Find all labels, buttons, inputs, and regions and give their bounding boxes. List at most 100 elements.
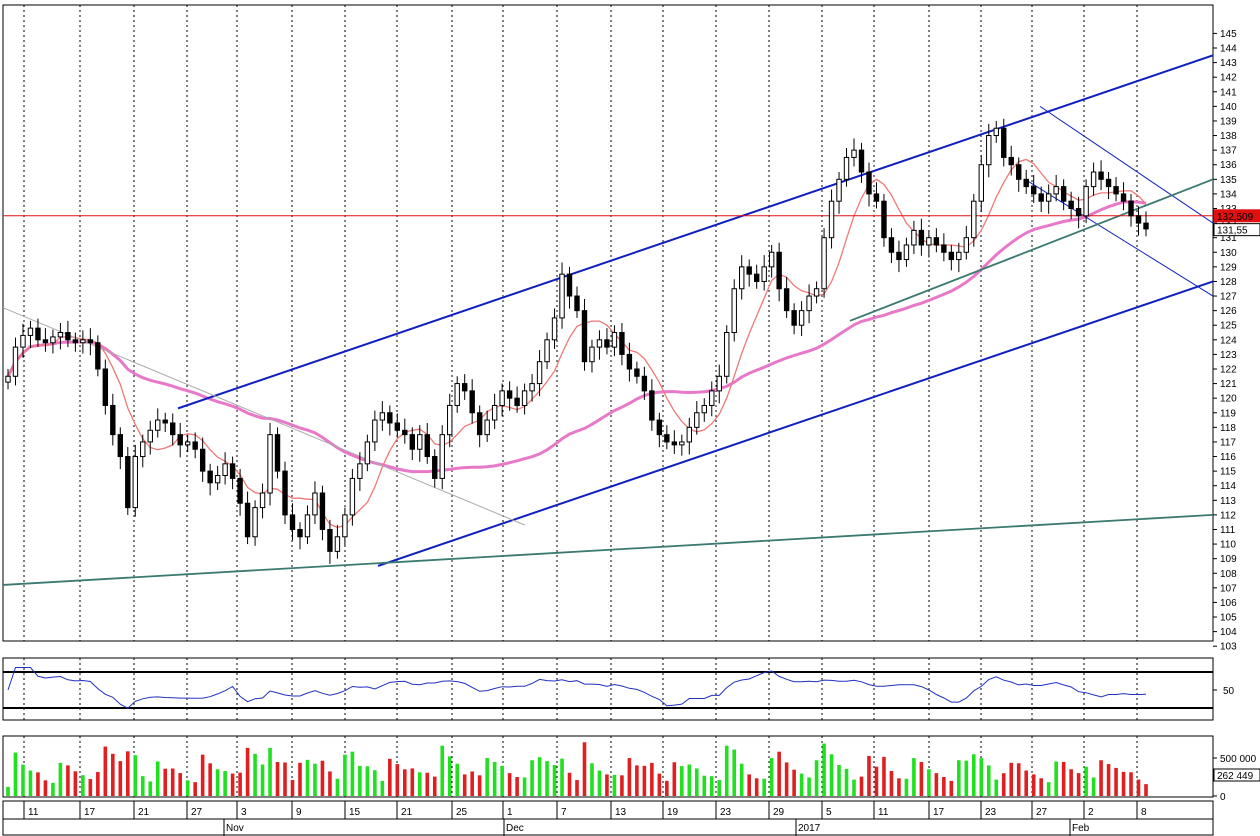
volume-bar — [462, 774, 467, 796]
candle-body — [349, 477, 356, 516]
candlestick — [95, 335, 101, 377]
candlestick — [514, 386, 520, 413]
candle-body — [1083, 186, 1089, 217]
volume-bar — [148, 781, 153, 796]
volume-bar — [904, 778, 909, 796]
candle-body — [888, 237, 895, 253]
candle-body — [170, 422, 176, 436]
volume-bar — [942, 777, 946, 796]
candlestick — [454, 376, 460, 413]
candlestick — [783, 277, 790, 318]
candlestick — [1023, 169, 1029, 194]
candle-body — [933, 237, 940, 246]
candle-body — [581, 310, 588, 363]
candlestick — [843, 147, 850, 187]
volume-bar — [822, 743, 826, 796]
candlestick — [941, 233, 947, 262]
candle-body — [926, 237, 932, 246]
candlestick — [731, 279, 737, 342]
upper-channel-line — [177, 54, 1214, 410]
candlestick — [963, 226, 970, 260]
candle-body — [469, 390, 475, 414]
volume-bar — [717, 780, 722, 796]
volume-bar — [739, 763, 744, 796]
volume-bar — [388, 758, 392, 796]
volume-tick-label: 500 000 — [1220, 754, 1257, 765]
candle-body — [761, 266, 767, 282]
candlestick — [1113, 177, 1119, 202]
candle-body — [110, 404, 116, 436]
volume-bar — [358, 765, 362, 796]
candle-body — [222, 463, 228, 476]
candle-body — [199, 448, 206, 472]
candle-body — [402, 429, 408, 436]
volume-bar — [492, 761, 497, 796]
volume-bar — [762, 778, 766, 796]
y-tick-label: 136 — [1220, 160, 1237, 171]
candlestick — [671, 430, 678, 454]
y-tick-label: 129 — [1220, 262, 1237, 273]
x-tick-label: 1 — [507, 807, 513, 818]
volume-bar — [972, 754, 976, 796]
volume-bar — [1069, 769, 1073, 796]
candlestick — [574, 286, 580, 318]
candle-body — [978, 164, 984, 202]
volume-bar — [13, 752, 18, 796]
candlestick — [626, 342, 633, 382]
volume-bar — [200, 754, 205, 796]
candlestick — [1075, 196, 1082, 229]
candle-body — [297, 528, 303, 538]
volume-bar — [223, 771, 227, 796]
candlestick — [664, 425, 670, 450]
candlestick — [342, 507, 348, 546]
volume-bar — [403, 769, 407, 796]
volume-bar — [305, 759, 310, 796]
candle-body — [873, 193, 880, 202]
volume-bar — [51, 782, 55, 796]
volume-bar — [724, 745, 729, 796]
volume-bar — [612, 774, 617, 796]
candlestick — [132, 444, 138, 517]
y-tick-label: 113 — [1220, 496, 1236, 507]
candle-body — [394, 422, 401, 431]
candlestick — [544, 332, 550, 369]
candle-body — [514, 397, 520, 406]
candle-body — [50, 336, 56, 344]
volume-bar — [215, 769, 220, 796]
candle-body — [304, 514, 311, 538]
volume-bar — [635, 765, 639, 796]
candlestick — [125, 447, 131, 515]
candle-body — [1075, 208, 1082, 217]
candlestick — [499, 383, 505, 417]
y-tick-label: 118 — [1220, 423, 1236, 434]
candlestick — [948, 244, 955, 271]
candlestick — [1128, 193, 1134, 227]
volume-bar — [275, 762, 280, 796]
volume-bar — [979, 758, 984, 796]
candlestick — [1001, 118, 1007, 167]
candlestick — [192, 432, 198, 459]
candlestick — [110, 393, 116, 446]
volume-bar — [957, 760, 961, 796]
candlestick — [432, 449, 438, 488]
volume-bar — [515, 777, 519, 796]
y-tick-label: 144 — [1220, 44, 1237, 55]
candle-body — [1128, 200, 1134, 217]
candle-body — [821, 237, 827, 290]
candlestick — [724, 325, 730, 384]
y-tick-label: 126 — [1220, 306, 1237, 317]
candle-body — [664, 434, 670, 443]
candle-body — [162, 419, 168, 424]
volume-bar — [919, 761, 924, 796]
candlestick — [768, 244, 775, 278]
candle-body — [1120, 193, 1127, 202]
candlestick — [1060, 179, 1067, 211]
volume-bar — [425, 772, 430, 796]
y-tick-label: 142 — [1220, 73, 1237, 84]
candlestick — [641, 366, 648, 400]
candlestick — [933, 228, 940, 253]
candle-body — [619, 332, 625, 355]
candle-body — [417, 434, 423, 450]
y-tick-label: 139 — [1220, 116, 1237, 127]
candlestick — [1016, 157, 1022, 192]
